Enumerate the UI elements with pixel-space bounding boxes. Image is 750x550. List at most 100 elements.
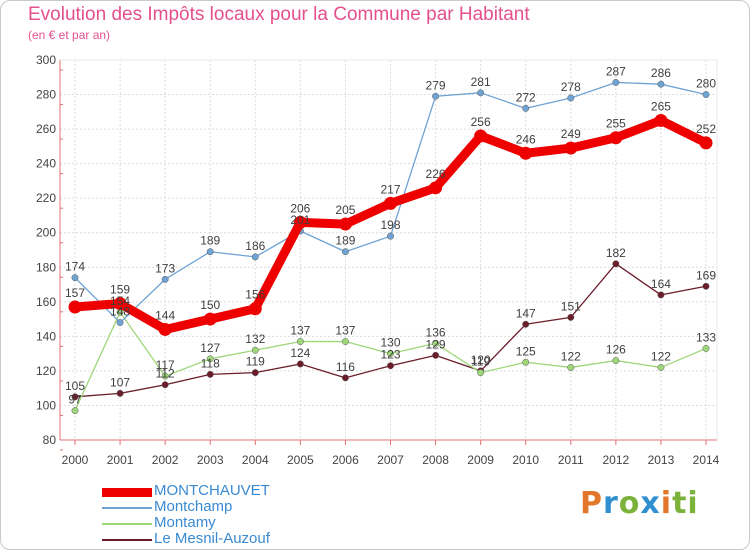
data-point-montamy [522, 358, 530, 366]
data-label-montamy: 122 [561, 349, 581, 363]
data-labels: 105 107 112 118 119 124 116 123 129 120 147 151 182 1… [65, 64, 716, 406]
data-point-montchauvet [384, 196, 397, 210]
data-point-montchamp [251, 253, 259, 261]
data-label-montchauvet: 217 [380, 182, 400, 196]
data-label-le-mesnil-auzouf: 129 [426, 337, 446, 351]
data-point-montchamp [522, 104, 530, 112]
x-tick-label: 2003 [197, 453, 224, 467]
x-tick-label: 2014 [693, 453, 720, 467]
data-point-le-mesnil-auzouf [296, 360, 304, 368]
data-label-montchamp: 278 [561, 80, 581, 94]
data-point-montchauvet [519, 146, 533, 160]
data-label-montchamp: 189 [335, 234, 355, 248]
data-label-le-mesnil-auzouf: 119 [246, 355, 265, 369]
data-label-montchauvet: 205 [335, 203, 355, 217]
line-chart: 80 100 120 140 160 180 200 220 240 260 280 300 2000 2… [36, 53, 720, 467]
data-label-le-mesnil-auzouf: 124 [290, 346, 310, 360]
data-point-montamy [612, 357, 620, 364]
data-point-le-mesnil-auzouf [251, 369, 259, 377]
data-point-montchauvet [474, 129, 488, 143]
x-tick-label: 2002 [152, 453, 179, 467]
data-point-montchamp [161, 275, 169, 283]
x-tick-label: 2005 [287, 453, 314, 467]
data-label-montamy: 132 [245, 332, 265, 346]
y-tick-label: 80 [43, 433, 57, 447]
x-tick-label: 2013 [648, 453, 675, 467]
legend-swatch-montchauvet [102, 488, 152, 497]
data-label-montchamp: 286 [651, 66, 671, 80]
data-label-montchauvet: 159 [110, 283, 130, 297]
data-point-le-mesnil-auzouf [387, 362, 394, 370]
y-tick-label: 140 [36, 329, 56, 343]
y-tick-label: 120 [36, 364, 56, 378]
series-layer [68, 79, 713, 415]
data-label-le-mesnil-auzouf: 182 [606, 246, 626, 260]
x-tick-label: 2011 [558, 453, 584, 467]
data-label-montchauvet: 265 [651, 99, 671, 113]
data-label-montchamp: 198 [380, 218, 400, 232]
data-label-montamy: 122 [651, 349, 671, 363]
x-tick-label: 2001 [107, 453, 134, 467]
y-tick-label: 100 [36, 398, 56, 412]
data-point-le-mesnil-auzouf [702, 282, 710, 290]
data-label-montamy: 126 [606, 343, 626, 357]
data-label-montamy: 125 [516, 344, 536, 358]
data-label-montchamp: 186 [245, 239, 265, 253]
data-label-montchauvet: 226 [426, 167, 446, 181]
data-label-montamy: 97 [68, 393, 82, 407]
data-label-montchamp: 189 [200, 234, 220, 248]
data-label-montchauvet: 144 [155, 308, 175, 322]
data-point-montchauvet [609, 131, 623, 145]
data-point-montchauvet [338, 217, 352, 231]
data-point-montamy [206, 355, 214, 363]
data-point-montchamp [567, 94, 575, 102]
series-montamy [71, 308, 710, 415]
data-point-montchauvet [248, 302, 262, 316]
y-tick-label: 300 [36, 53, 56, 67]
data-label-montchauvet: 256 [471, 115, 491, 129]
y-tick-label: 280 [36, 88, 56, 102]
data-label-montamy: 137 [335, 324, 355, 338]
data-label-montchauvet: 156 [245, 288, 265, 302]
proxiti-logo: Proxiti [580, 486, 699, 521]
data-label-le-mesnil-auzouf: 116 [336, 360, 355, 374]
data-point-montamy [432, 339, 440, 347]
legend-label-montchauvet: MONTCHAUVET [154, 482, 270, 499]
data-point-montchamp [116, 319, 124, 326]
data-point-montchauvet [203, 312, 217, 326]
x-tick-label: 2007 [377, 453, 404, 467]
data-label-le-mesnil-auzouf: 147 [516, 306, 536, 320]
data-point-montamy [657, 364, 665, 371]
data-point-montamy [71, 407, 79, 415]
data-label-montchauvet: 157 [65, 286, 85, 300]
data-label-montamy: 130 [380, 336, 400, 350]
data-point-montchamp [341, 248, 349, 256]
data-label-montchamp: 148 [110, 305, 130, 319]
x-tick-label: 2010 [512, 453, 539, 467]
chart-title: Evolution des Impôts locaux pour la Comm… [28, 4, 530, 25]
y-tick-label: 260 [36, 122, 56, 136]
data-point-le-mesnil-auzouf [206, 370, 214, 378]
data-point-montamy [161, 372, 169, 380]
data-point-montchamp [206, 248, 214, 256]
data-label-montchauvet: 206 [290, 201, 310, 215]
data-point-montamy [387, 350, 394, 358]
data-label-montchauvet: 249 [561, 127, 581, 141]
data-point-montamy [341, 338, 349, 345]
data-label-montchamp: 281 [471, 75, 491, 89]
data-point-montamy [477, 369, 485, 377]
data-label-le-mesnil-auzouf: 118 [201, 356, 220, 370]
data-label-le-mesnil-auzouf: 169 [696, 268, 716, 282]
data-label-le-mesnil-auzouf: 107 [110, 375, 130, 389]
data-label-le-mesnil-auzouf: 164 [651, 277, 671, 291]
data-point-montchamp [387, 232, 394, 240]
data-label-montchamp: 174 [65, 260, 85, 274]
data-point-montchauvet [113, 297, 127, 311]
data-point-montchamp [432, 92, 440, 100]
data-point-montamy [251, 346, 259, 354]
data-label-montamy: 154 [110, 294, 130, 308]
data-point-montchauvet [68, 300, 82, 314]
x-tick-label: 2012 [603, 453, 630, 467]
data-point-montamy [567, 364, 575, 371]
data-point-le-mesnil-auzouf [522, 320, 530, 328]
